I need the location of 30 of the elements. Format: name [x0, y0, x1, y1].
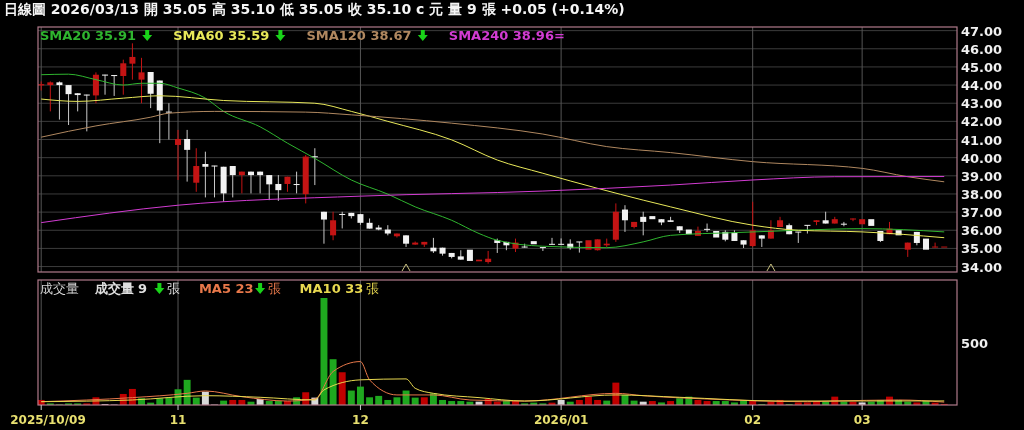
y-tick-label: 46.00	[961, 41, 1003, 57]
y-tick-label: 37.00	[961, 205, 1003, 221]
text: SMA240 38.96=	[448, 28, 565, 43]
text: MA5 23 張	[198, 281, 282, 296]
text: 500	[961, 335, 989, 351]
y-tick-label: 41.00	[961, 132, 1003, 148]
y-tick-label: 43.00	[961, 96, 1003, 112]
x-tick-label: 11	[169, 413, 187, 427]
x-tick-label: 2026/01	[533, 413, 589, 427]
y-tick-label: 40.00	[961, 150, 1003, 166]
text: MA10 33 張	[299, 281, 379, 296]
y-tick-label: 42.00	[961, 114, 1003, 130]
x-tick-label: 2025/10/09	[10, 413, 86, 427]
text: SMA20 35.91	[40, 28, 137, 43]
y-tick-label: 36.00	[961, 223, 1003, 239]
y-tick-label: 44.00	[961, 78, 1003, 94]
y-tick-label: 34.00	[961, 259, 1003, 275]
y-tick-label: 35.00	[961, 241, 1003, 257]
chart-title: 日線圖 2026/03/13 開 35.05 高 35.10 低 35.05 收 35.10 c 元 量 9 張 +0.05 (+0.14%)	[4, 1, 625, 17]
text: SMA60 35.59	[173, 28, 270, 43]
y-tick-label: 38.00	[961, 186, 1003, 202]
y-tick-label: 45.00	[961, 59, 1003, 75]
text: 成交量 9 張	[94, 281, 181, 296]
y-tick-label: 39.00	[961, 168, 1003, 184]
x-tick-label: 03	[853, 413, 871, 427]
y-tick-label: 47.00	[961, 23, 1003, 39]
chart-title: 成交量	[40, 281, 79, 296]
x-tick-label: 02	[744, 413, 762, 427]
x-tick-label: 12	[352, 413, 369, 427]
text: SMA120 38.67	[306, 28, 412, 43]
